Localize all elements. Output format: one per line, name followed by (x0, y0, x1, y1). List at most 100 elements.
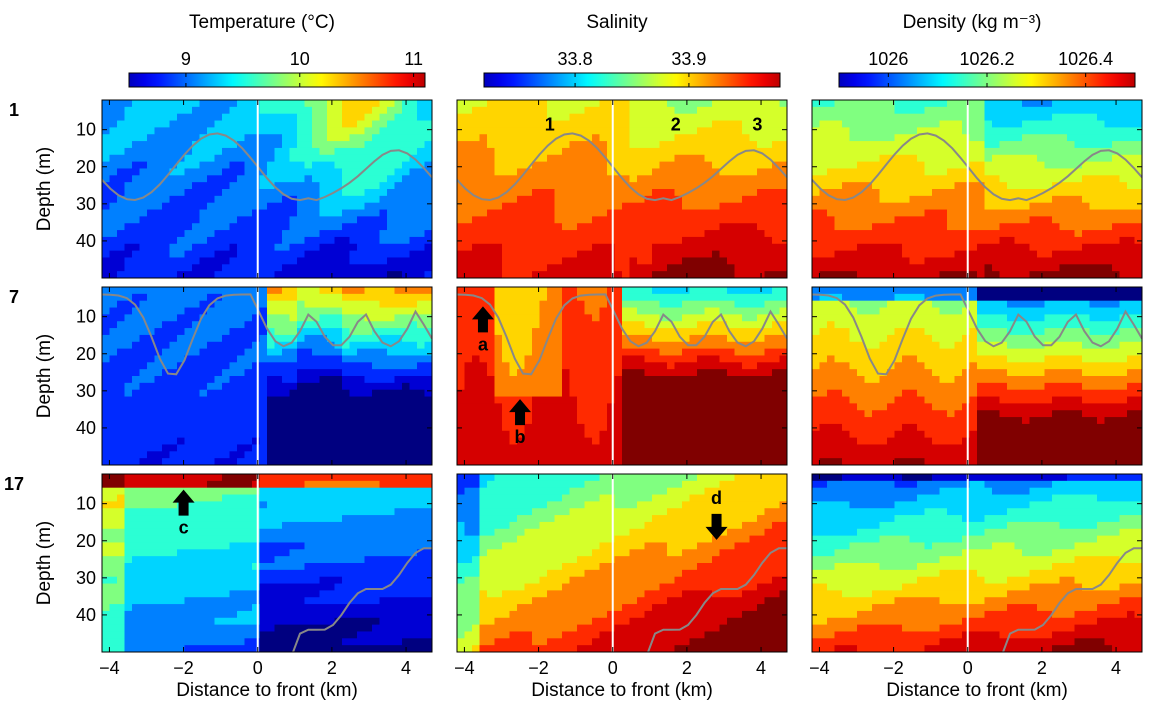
heatmap-cell (1007, 257, 1015, 264)
heatmap-cell (177, 203, 185, 210)
heatmap-cell (577, 162, 585, 169)
heatmap-cell (720, 210, 728, 217)
heatmap-cell (410, 203, 418, 210)
heatmap-cell (222, 451, 230, 458)
heatmap-cell (955, 121, 963, 128)
heatmap-cell (387, 127, 395, 134)
heatmap-cell (387, 376, 395, 383)
heatmap-cell (540, 216, 548, 223)
heatmap-cell (170, 127, 178, 134)
heatmap-cell (660, 114, 668, 121)
heatmap-cell (305, 444, 313, 451)
heatmap-cell (147, 134, 155, 141)
heatmap-cell (842, 251, 850, 258)
heatmap-cell (200, 424, 208, 431)
heatmap-cell (780, 189, 788, 196)
heatmap-cell (547, 203, 555, 210)
heatmap-cell (547, 168, 555, 175)
heatmap-cell (697, 148, 705, 155)
heatmap-cell (230, 355, 238, 362)
heatmap-cell (772, 203, 780, 210)
heatmap-cell (615, 203, 623, 210)
heatmap-cell (110, 251, 118, 258)
heatmap-cell (970, 114, 978, 121)
heatmap-cell (1022, 210, 1030, 217)
heatmap-cell (380, 244, 388, 251)
heatmap-cell (765, 216, 773, 223)
heatmap-cell (690, 271, 698, 278)
heatmap-cell (780, 114, 788, 121)
heatmap-cell (297, 148, 305, 155)
heatmap-cell (147, 182, 155, 189)
heatmap-cell (992, 216, 1000, 223)
heatmap-cell (1015, 244, 1023, 251)
heatmap-cell (155, 257, 163, 264)
heatmap-cell (585, 216, 593, 223)
heatmap-cell (772, 134, 780, 141)
heatmap-cell (117, 328, 125, 335)
heatmap-cell (547, 271, 555, 278)
heatmap-cell (895, 244, 903, 251)
heatmap-cell (697, 114, 705, 121)
heatmap-cell (387, 431, 395, 438)
heatmap-cell (350, 216, 358, 223)
heatmap-cell (932, 148, 940, 155)
heatmap-cell (110, 410, 118, 417)
heatmap-cell (372, 403, 380, 410)
heatmap-cell (387, 264, 395, 271)
heatmap-cell (102, 451, 110, 458)
heatmap-cell (410, 424, 418, 431)
heatmap-cell (465, 175, 473, 182)
heatmap-cell (402, 438, 410, 445)
heatmap-cell (880, 251, 888, 258)
heatmap-cell (117, 100, 125, 107)
heatmap-cell (177, 257, 185, 264)
heatmap-cell (215, 162, 223, 169)
heatmap-cell (1120, 134, 1128, 141)
heatmap-cell (147, 355, 155, 362)
heatmap-cell (727, 114, 735, 121)
heatmap-cell (305, 403, 313, 410)
heatmap-cell (742, 182, 750, 189)
heatmap-cell (327, 458, 335, 465)
heatmap-cell (350, 155, 358, 162)
heatmap-cell (290, 216, 298, 223)
heatmap-cell (652, 100, 660, 107)
heatmap-cell (395, 141, 403, 148)
heatmap-cell (132, 321, 140, 328)
heatmap-cell (260, 444, 268, 451)
heatmap-cell (495, 328, 503, 335)
heatmap-cell (1000, 271, 1008, 278)
heatmap-cell (1120, 196, 1128, 203)
heatmap-cell (275, 230, 283, 237)
heatmap-cell (720, 264, 728, 271)
heatmap-cell (600, 244, 608, 251)
heatmap-cell (327, 271, 335, 278)
heatmap-cell (132, 403, 140, 410)
heatmap-cell (457, 397, 465, 404)
heatmap-cell (185, 196, 193, 203)
heatmap-cell (457, 321, 465, 328)
heatmap-cell (1007, 162, 1015, 169)
heatmap-cell (517, 121, 525, 128)
heatmap-cell (350, 162, 358, 169)
heatmap-cell (1075, 121, 1083, 128)
heatmap-cell (872, 121, 880, 128)
heatmap-cell (562, 175, 570, 182)
heatmap-cell (487, 100, 495, 107)
heatmap-cell (410, 369, 418, 376)
heatmap-cell (712, 107, 720, 114)
heatmap-cell (192, 424, 200, 431)
heatmap-cell (207, 257, 215, 264)
heatmap-cell (457, 210, 465, 217)
heatmap-cell (720, 237, 728, 244)
heatmap-cell (630, 210, 638, 217)
heatmap-cell (282, 168, 290, 175)
heatmap-cell (480, 175, 488, 182)
heatmap-cell (1075, 134, 1083, 141)
heatmap-cell (245, 424, 253, 431)
heatmap-cell (282, 264, 290, 271)
heatmap-cell (690, 216, 698, 223)
heatmap-cell (230, 203, 238, 210)
heatmap-cell (237, 210, 245, 217)
